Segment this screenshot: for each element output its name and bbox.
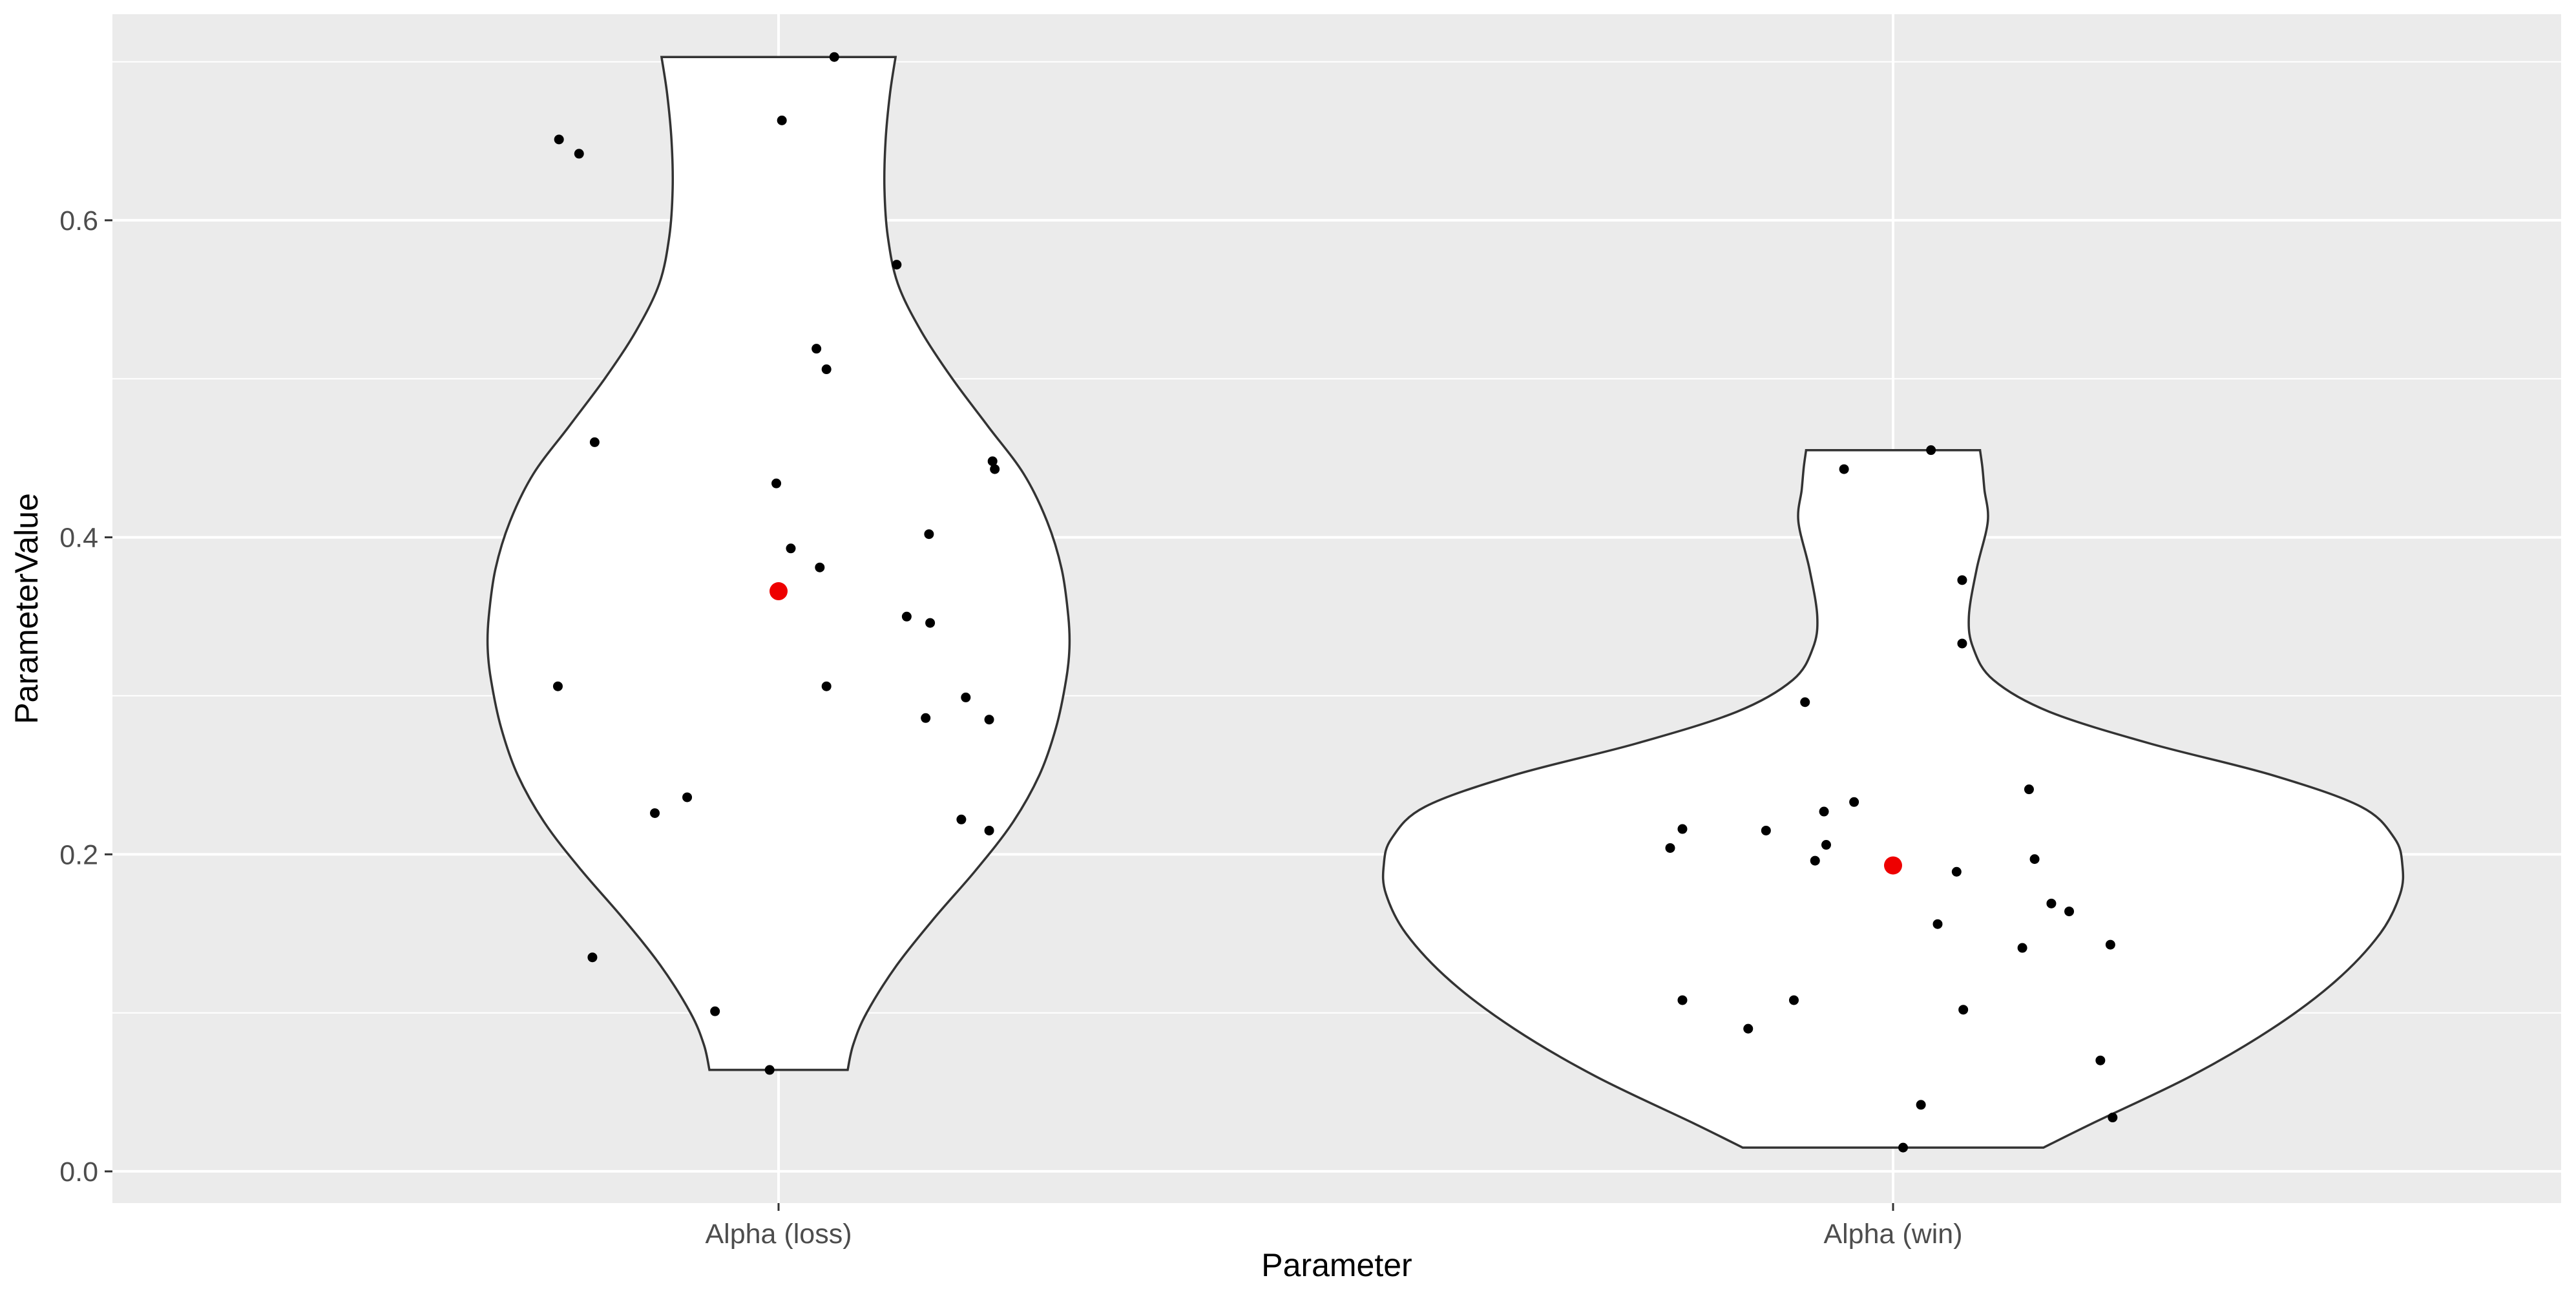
data-point [777, 115, 787, 125]
x-axis-title: Parameter [1261, 1247, 1412, 1283]
data-point [961, 692, 971, 702]
data-point [1916, 1100, 1926, 1110]
data-point [925, 618, 936, 628]
data-point [1743, 1023, 1754, 1034]
data-point [710, 1006, 720, 1016]
data-point [1958, 1005, 1969, 1015]
data-point [1951, 866, 1962, 877]
data-point [984, 715, 994, 725]
data-point [2105, 939, 2115, 950]
data-point [2108, 1113, 2118, 1123]
data-point [1821, 840, 1831, 850]
data-point [1788, 995, 1799, 1005]
data-point [2029, 854, 2040, 865]
data-point [587, 952, 598, 963]
data-point [1665, 843, 1675, 853]
data-point [2046, 898, 2057, 908]
data-point [1926, 445, 1936, 456]
data-point [771, 478, 782, 488]
data-point [1898, 1142, 1909, 1153]
data-point [1810, 855, 1820, 866]
y-tick-label: 0.4 [59, 523, 98, 554]
data-point [1957, 575, 1967, 585]
data-point [2024, 784, 2034, 795]
data-point [1819, 806, 1829, 817]
data-point [987, 456, 998, 467]
x-tick-label: Alpha (loss) [705, 1219, 852, 1250]
x-tick-label: Alpha (win) [1823, 1219, 1962, 1250]
data-point [984, 825, 994, 835]
y-tick-label: 0.2 [59, 839, 98, 870]
data-point [552, 681, 563, 691]
data-point [1677, 995, 1688, 1005]
data-point [821, 681, 832, 691]
data-point [815, 562, 825, 572]
data-points [552, 52, 2118, 1153]
data-point [574, 149, 584, 159]
data-point [956, 814, 967, 824]
violin-2 [1381, 448, 2405, 1149]
data-point [554, 134, 564, 145]
data-point [990, 464, 1000, 474]
data-point [1932, 919, 1943, 929]
axes: 0.0 0.2 0.4 0.6 Alpha (loss) Alpha (win) [59, 205, 1962, 1250]
violins [486, 56, 2405, 1149]
mean-point [770, 582, 788, 601]
data-point [821, 364, 832, 375]
data-point [921, 713, 931, 723]
data-point [1800, 697, 1810, 708]
data-point [786, 543, 796, 554]
y-axis-title: ParameterValue [8, 493, 45, 724]
y-tick-label: 0.0 [59, 1157, 98, 1188]
data-point [1957, 638, 1967, 649]
data-point [1849, 797, 1859, 807]
data-point [812, 344, 822, 354]
data-point [650, 808, 660, 818]
data-point [1839, 464, 1849, 474]
data-point [589, 437, 600, 447]
data-point [1677, 824, 1688, 834]
data-point [901, 611, 912, 622]
violin-1 [486, 56, 1071, 1071]
data-point [892, 260, 902, 270]
mean-point [1884, 856, 1902, 875]
data-point [764, 1065, 775, 1075]
data-point [2064, 907, 2075, 917]
data-point [1761, 825, 1771, 835]
data-point [829, 52, 839, 62]
data-point [2017, 943, 2027, 953]
data-point [924, 529, 934, 540]
data-point [682, 792, 693, 802]
data-point [2095, 1055, 2106, 1065]
y-tick-label: 0.6 [59, 205, 98, 236]
